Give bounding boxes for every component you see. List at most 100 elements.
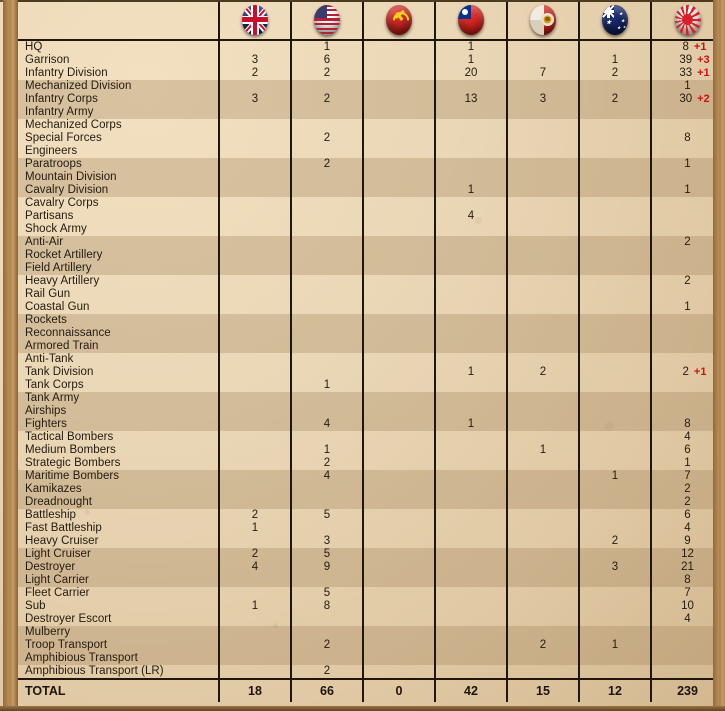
table-row[interactable]: Light Carrier 8 (14, 574, 723, 587)
cell-uk (218, 158, 291, 171)
table-row[interactable]: Amphibious Transport (LR) 2 (14, 665, 723, 679)
unit-count: 2 (682, 366, 689, 378)
unit-count: 2 (539, 366, 547, 378)
column-header-china[interactable] (434, 0, 507, 41)
table-row[interactable]: Light Cruiser 2 5 12 (14, 548, 723, 561)
cell-ussr (362, 483, 435, 496)
unit-count: 12 (681, 548, 694, 560)
cell-japan: 1 (650, 80, 723, 93)
column-header-usa[interactable] (290, 0, 363, 41)
table-row[interactable]: Tactical Bombers 4 (14, 431, 723, 444)
column-header-australia[interactable]: ★ ★ ★ ★ ★ (578, 0, 651, 41)
cell-china (434, 561, 507, 574)
cell-china (434, 262, 507, 275)
table-row[interactable]: Tank Corps 1 (14, 379, 723, 392)
cell-ussr (362, 340, 435, 353)
table-row[interactable]: Tank Division 1 2 2 +1 (14, 366, 723, 379)
cell-uk (218, 171, 291, 184)
cell-usa (290, 236, 363, 249)
table-row[interactable]: Cavalry Corps (14, 197, 723, 210)
cell-uk (218, 340, 291, 353)
table-row[interactable]: Mechanized Division 1 (14, 80, 723, 93)
table-row[interactable]: Anti-Tank (14, 353, 723, 366)
table-row[interactable]: Amphibious Transport (14, 652, 723, 665)
table-row[interactable]: Infantry Army (14, 106, 723, 119)
column-header-japan[interactable] (650, 0, 723, 41)
table-row[interactable]: Fleet Carrier 5 7 (14, 587, 723, 600)
table-row[interactable]: Troop Transport 2 2 1 (14, 639, 723, 652)
table-row[interactable]: Fighters 4 1 8 (14, 418, 723, 431)
cell-siam (506, 626, 579, 639)
unit-count: 3 (323, 535, 331, 547)
table-row[interactable]: Mechanized Corps (14, 119, 723, 132)
table-row[interactable]: HQ 1 1 8 +1 (14, 40, 723, 54)
table-row[interactable]: Rockets (14, 314, 723, 327)
column-header-ussr[interactable] (362, 0, 435, 41)
cell-anzac (578, 145, 651, 158)
table-row[interactable]: Coastal Gun 1 (14, 301, 723, 314)
table-row[interactable]: Armored Train (14, 340, 723, 353)
table-row[interactable]: Field Artillery (14, 262, 723, 275)
table-row[interactable]: Engineers (14, 145, 723, 158)
cell-siam: 1 (506, 444, 579, 457)
table-row[interactable]: Infantry Corps 3 2 13 3 2 30 +2 (14, 93, 723, 106)
cell-anzac (578, 132, 651, 145)
cell-anzac (578, 106, 651, 119)
table-row[interactable]: Kamikazes 2 (14, 483, 723, 496)
table-row[interactable]: Shock Army (14, 223, 723, 236)
table-row[interactable]: Heavy Artillery 2 (14, 275, 723, 288)
cell-ussr (362, 106, 435, 119)
cell-uk (218, 587, 291, 600)
cell-japan: 30 +2 (650, 93, 723, 106)
table-row[interactable]: Destroyer Escort 4 (14, 613, 723, 626)
cell-ussr (362, 600, 435, 613)
table-row[interactable]: Dreadnought 2 (14, 496, 723, 509)
cell-usa (290, 288, 363, 301)
table-row[interactable]: Fast Battleship 1 4 (14, 522, 723, 535)
table-body: HQ 1 1 8 +1 Garrison 3 6 1 1 39 +3 Infantry Division… (14, 40, 723, 679)
cell-anzac (578, 587, 651, 600)
cell-uk: 1 (218, 600, 291, 613)
cell-usa: 4 (290, 470, 363, 483)
table-row[interactable]: Tank Army (14, 392, 723, 405)
unit-name: Heavy Cruiser (25, 535, 99, 547)
production-bonus: +1 (693, 366, 707, 378)
unit-count: 30 (679, 93, 693, 105)
table-row[interactable]: Mulberry (14, 626, 723, 639)
unit-count: 2 (323, 457, 331, 469)
unit-name: Sub (25, 600, 46, 612)
table-row[interactable]: Special Forces 2 8 (14, 132, 723, 145)
cell-japan: 6 (650, 509, 723, 522)
cell-japan (650, 665, 723, 679)
table-row[interactable]: Destroyer 4 9 3 21 (14, 561, 723, 574)
table-row[interactable]: Paratroops 2 1 (14, 158, 723, 171)
table-row[interactable]: Infantry Division 2 2 20 7 2 33 +1 (14, 67, 723, 80)
table-row[interactable]: Sub 1 8 10 (14, 600, 723, 613)
table-row[interactable]: Battleship 2 5 6 (14, 509, 723, 522)
table-row[interactable]: Heavy Cruiser 3 2 9 (14, 535, 723, 548)
table-row[interactable]: Maritime Bombers 4 1 7 (14, 470, 723, 483)
unit-count: 4 (251, 561, 259, 573)
table-row[interactable]: Medium Bombers 1 1 6 (14, 444, 723, 457)
total-label: TOTAL (14, 678, 219, 702)
table-row[interactable]: Rail Gun (14, 288, 723, 301)
table-row[interactable]: Strategic Bombers 2 1 (14, 457, 723, 470)
table-row[interactable]: Garrison 3 6 1 1 39 +3 (14, 54, 723, 67)
table-row[interactable]: Partisans 4 (14, 210, 723, 223)
total-row: TOTAL 18 66 0 42 15 12 239 (14, 678, 723, 702)
cell-uk (218, 145, 291, 158)
table-row[interactable]: Cavalry Division 1 1 (14, 184, 723, 197)
unit-count: 4 (467, 210, 475, 222)
cell-china: 20 (434, 67, 507, 80)
table-row[interactable]: Reconnaissance (14, 327, 723, 340)
table-row[interactable]: Anti-Air 2 (14, 236, 723, 249)
cell-siam (506, 496, 579, 509)
table-row[interactable]: Mountain Division (14, 171, 723, 184)
table-row[interactable]: Rocket Artillery (14, 249, 723, 262)
unit-count: 13 (464, 93, 478, 105)
column-header-uk[interactable] (218, 0, 291, 41)
column-header-siam[interactable] (506, 0, 579, 41)
table-row[interactable]: Airships (14, 405, 723, 418)
cell-china (434, 106, 507, 119)
cell-siam (506, 600, 579, 613)
